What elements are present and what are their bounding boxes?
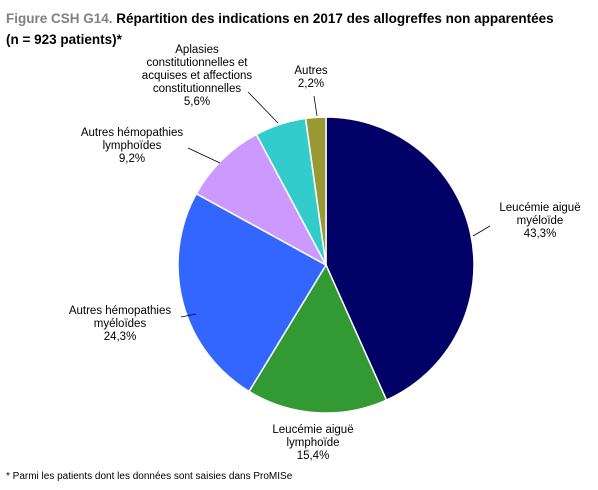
slice-label-2: Leucémie aiguë lymphoïde 15,4% — [272, 424, 353, 462]
leader-line-6 — [313, 95, 318, 117]
pie-slice-1 — [325, 116, 475, 402]
pie-slice-6 — [304, 116, 327, 266]
slice-label-line: 2,2% — [298, 78, 324, 90]
slice-label-line: lymphoïde — [286, 437, 339, 449]
slice-label-line: 9,2% — [119, 153, 145, 165]
slice-label-3: Autres hémopathies myéloïdes 24,3% — [69, 305, 172, 343]
title-text: Répartition des indications en 2017 des … — [116, 11, 554, 26]
pie-slice-4 — [195, 133, 328, 267]
pie-slices — [177, 116, 475, 414]
slice-label-line: lymphoïdes — [103, 140, 162, 152]
slice-label-line: myéloïdes — [94, 318, 147, 330]
slice-label-line: 24,3% — [104, 331, 137, 343]
slice-labels: Leucémie aiguë myéloïde 43,3%Leucémie aigu… — [69, 44, 581, 462]
slice-label-line: Leucémie aiguë — [499, 202, 580, 214]
slice-label-line: Autres — [294, 65, 327, 77]
leader-line-5 — [247, 91, 279, 124]
slice-label-6: Autres 2,2% — [294, 65, 327, 90]
slice-label-line: Leucémie aiguë — [272, 424, 353, 436]
leader-line-1 — [472, 225, 491, 237]
footnote: * Parmi les patients dont les données so… — [6, 471, 293, 482]
slice-label-4: Autres hémopathies lymphoïdes 9,2% — [81, 127, 184, 165]
leader-line-3 — [180, 313, 197, 318]
slice-label-line: Aplasies — [175, 44, 219, 56]
slice-label-line: Autres hémopathies — [69, 305, 172, 317]
pie-slice-3 — [177, 192, 328, 393]
title-subtext: (n = 923 patients)* — [6, 32, 122, 47]
slice-label-1: Leucémie aiguë myéloïde 43,3% — [499, 202, 580, 240]
slice-label-line: myéloïde — [517, 215, 564, 227]
figure-title: Figure CSH G14. Répartition des indicati… — [6, 8, 594, 50]
figure-number: Figure CSH G14. — [6, 11, 113, 26]
leader-line-4 — [187, 147, 221, 164]
slice-label-line: 43,3% — [524, 228, 557, 240]
slice-label-line: 15,4% — [297, 450, 330, 462]
slice-label-line: 5,6% — [184, 96, 210, 108]
slice-label-line: constitutionnelles — [153, 83, 241, 95]
slice-label-line: Autres hémopathies — [81, 127, 184, 139]
slice-label-line: acquises et affections — [142, 70, 253, 82]
slice-label-5: Aplasies constitutionnelles et acquises et… — [142, 44, 253, 108]
pie-slice-2 — [248, 263, 388, 414]
slice-label-line: constitutionnelles et — [146, 57, 248, 69]
